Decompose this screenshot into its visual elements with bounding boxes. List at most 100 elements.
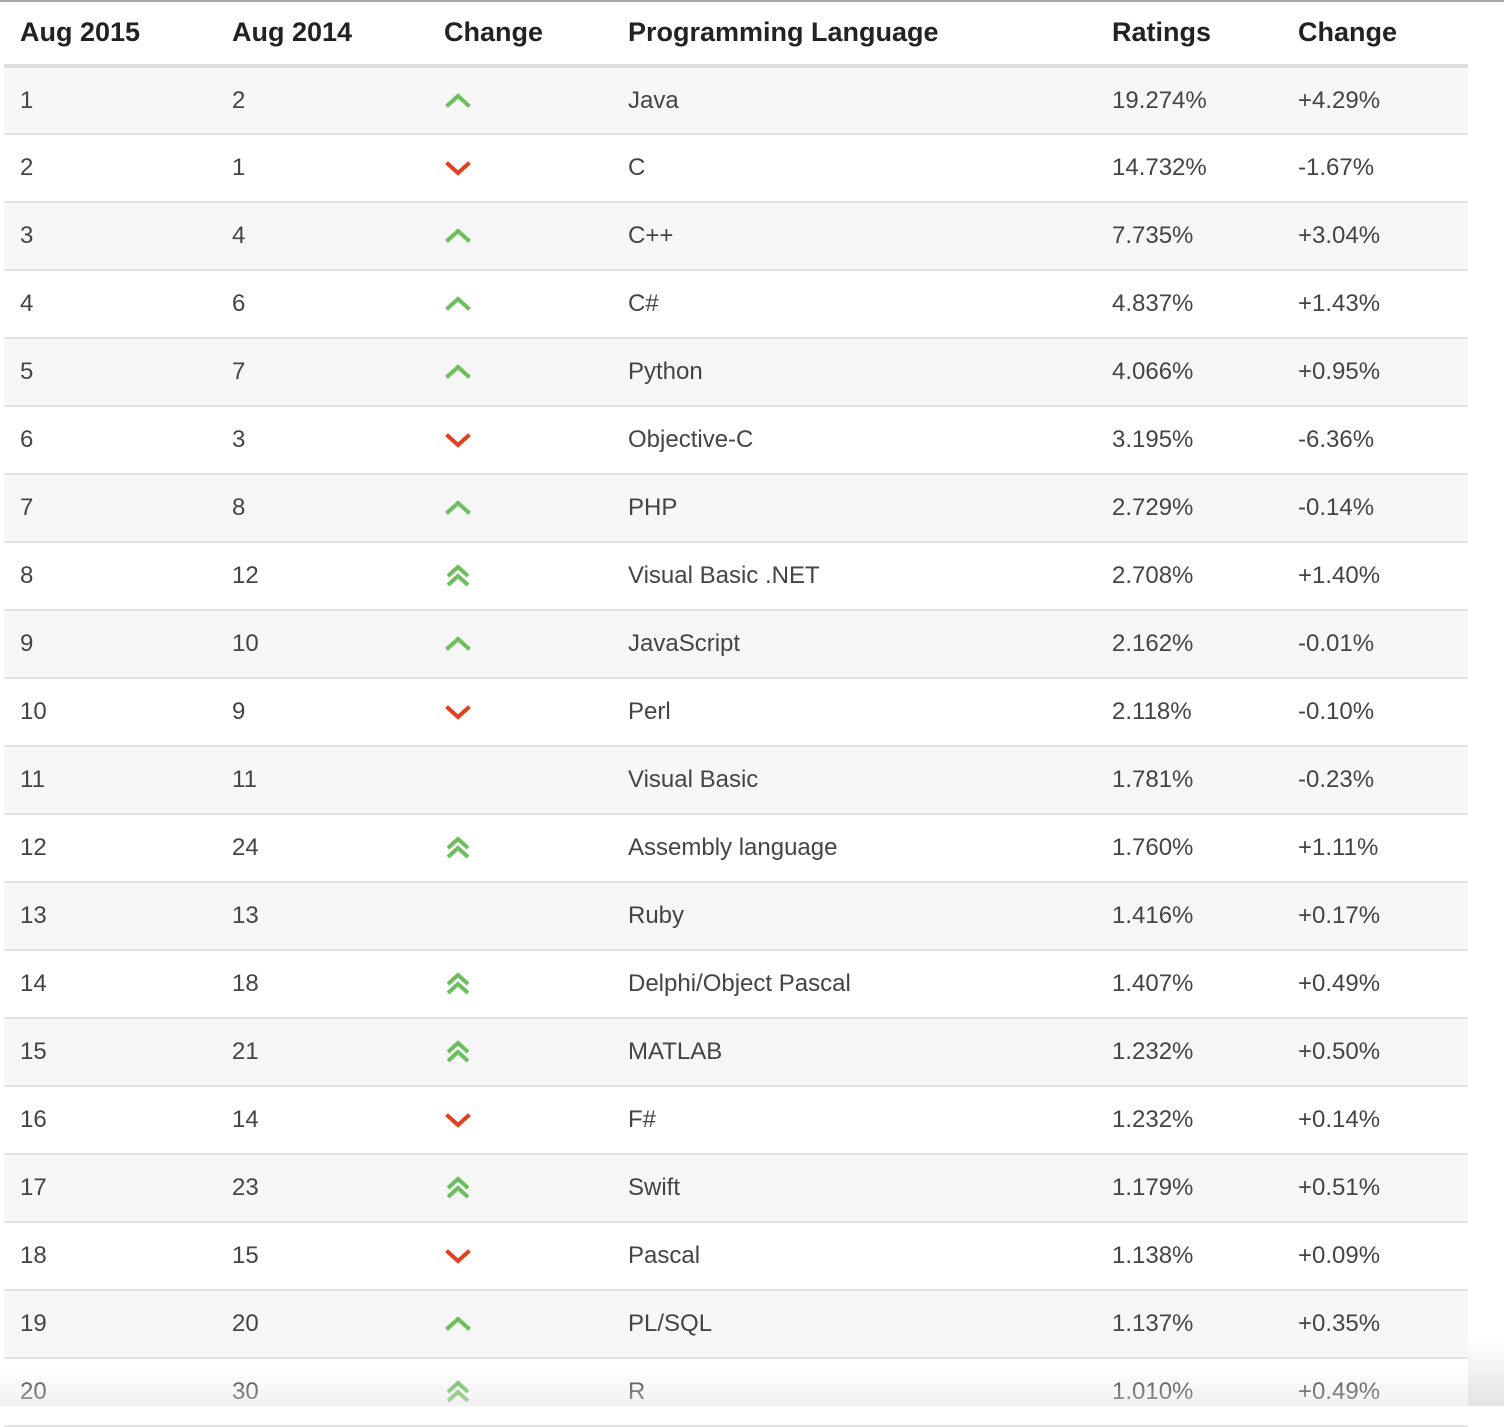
cell-rank-2015: 10 bbox=[4, 678, 216, 747]
cell-language: C bbox=[612, 134, 1096, 203]
cell-change: -0.14% bbox=[1282, 474, 1468, 543]
cell-rank-2015: 12 bbox=[4, 814, 216, 883]
cell-trend bbox=[428, 1290, 612, 1359]
cell-language: F# bbox=[612, 1086, 1096, 1155]
header-change-trend: Change bbox=[428, 0, 612, 68]
double-chevron-up-icon bbox=[444, 970, 472, 998]
cell-change: +1.43% bbox=[1282, 270, 1468, 339]
cell-language: C# bbox=[612, 270, 1096, 339]
cell-rank-2015: 14 bbox=[4, 950, 216, 1019]
table-row: 2 1 C 14.732% -1.67% bbox=[4, 134, 1468, 203]
cell-rank-2015: 9 bbox=[4, 610, 216, 679]
cell-rating: 3.195% bbox=[1096, 406, 1282, 475]
cell-rating: 1.179% bbox=[1096, 1154, 1282, 1223]
cell-rank-2014: 14 bbox=[216, 1086, 428, 1155]
table-row: 11 11 Visual Basic 1.781% -0.23% bbox=[4, 746, 1468, 815]
cell-change: -0.10% bbox=[1282, 678, 1468, 747]
chevron-down-icon bbox=[444, 426, 472, 454]
cell-change: +0.09% bbox=[1282, 1222, 1468, 1291]
cell-rating: 2.729% bbox=[1096, 474, 1282, 543]
cell-rank-2015: 1 bbox=[4, 66, 216, 135]
cell-change: -0.23% bbox=[1282, 746, 1468, 815]
cell-trend bbox=[428, 474, 612, 543]
cell-rating: 4.066% bbox=[1096, 338, 1282, 407]
cell-rating: 4.837% bbox=[1096, 270, 1282, 339]
cell-rating: 1.760% bbox=[1096, 814, 1282, 883]
cell-rank-2014: 20 bbox=[216, 1290, 428, 1359]
cell-language: Delphi/Object Pascal bbox=[612, 950, 1096, 1019]
chevron-up-icon bbox=[444, 87, 472, 115]
cell-rank-2015: 4 bbox=[4, 270, 216, 339]
cell-change: +3.04% bbox=[1282, 202, 1468, 271]
header-programming-language: Programming Language bbox=[612, 0, 1096, 68]
cell-rank-2015: 3 bbox=[4, 202, 216, 271]
cell-change: +0.50% bbox=[1282, 1018, 1468, 1087]
double-chevron-up-icon bbox=[444, 834, 472, 862]
cell-rank-2014: 13 bbox=[216, 882, 428, 951]
cell-rank-2014: 10 bbox=[216, 610, 428, 679]
cell-rank-2015: 20 bbox=[4, 1358, 216, 1427]
cell-trend bbox=[428, 1018, 612, 1087]
cell-rating: 2.708% bbox=[1096, 542, 1282, 611]
double-chevron-up-icon bbox=[444, 1174, 472, 1202]
cell-language: Visual Basic .NET bbox=[612, 542, 1096, 611]
cell-rank-2014: 23 bbox=[216, 1154, 428, 1223]
cell-rank-2014: 4 bbox=[216, 202, 428, 271]
cell-trend bbox=[428, 610, 612, 679]
table-row: 7 8 PHP 2.729% -0.14% bbox=[4, 474, 1468, 543]
cell-rating: 1.781% bbox=[1096, 746, 1282, 815]
header-row: Aug 2015 Aug 2014 Change Programming Lan… bbox=[4, 0, 1468, 68]
cell-rank-2015: 5 bbox=[4, 338, 216, 407]
table-row: 15 21 MATLAB 1.232% +0.50% bbox=[4, 1018, 1468, 1087]
cell-trend bbox=[428, 202, 612, 271]
cell-rank-2014: 2 bbox=[216, 66, 428, 135]
cell-language: C++ bbox=[612, 202, 1096, 271]
cell-language: Visual Basic bbox=[612, 746, 1096, 815]
cell-change: +4.29% bbox=[1282, 66, 1468, 135]
cell-trend bbox=[428, 882, 612, 951]
ranking-table: Aug 2015 Aug 2014 Change Programming Lan… bbox=[4, 0, 1468, 1427]
chevron-down-icon bbox=[444, 1242, 472, 1270]
cell-rating: 1.232% bbox=[1096, 1018, 1282, 1087]
table-row: 19 20 PL/SQL 1.137% +0.35% bbox=[4, 1290, 1468, 1359]
table-row: 8 12 Visual Basic .NET 2.708% +1.40% bbox=[4, 542, 1468, 611]
cell-trend bbox=[428, 338, 612, 407]
cell-rank-2015: 7 bbox=[4, 474, 216, 543]
table-row: 10 9 Perl 2.118% -0.10% bbox=[4, 678, 1468, 747]
header-aug-2015: Aug 2015 bbox=[4, 0, 216, 68]
cell-change: -6.36% bbox=[1282, 406, 1468, 475]
cell-language: Assembly language bbox=[612, 814, 1096, 883]
table-row: 6 3 Objective-C 3.195% -6.36% bbox=[4, 406, 1468, 475]
cell-rank-2015: 13 bbox=[4, 882, 216, 951]
cell-trend bbox=[428, 950, 612, 1019]
cell-rating: 1.137% bbox=[1096, 1290, 1282, 1359]
cell-trend bbox=[428, 1222, 612, 1291]
chevron-down-icon bbox=[444, 1106, 472, 1134]
chevron-up-icon bbox=[444, 358, 472, 386]
cell-change: +0.49% bbox=[1282, 950, 1468, 1019]
header-ratings: Ratings bbox=[1096, 0, 1282, 68]
cell-change: +1.11% bbox=[1282, 814, 1468, 883]
cell-rank-2015: 8 bbox=[4, 542, 216, 611]
cell-language: PL/SQL bbox=[612, 1290, 1096, 1359]
cell-language: MATLAB bbox=[612, 1018, 1096, 1087]
cell-rating: 1.416% bbox=[1096, 882, 1282, 951]
cell-rank-2015: 15 bbox=[4, 1018, 216, 1087]
cell-rank-2014: 6 bbox=[216, 270, 428, 339]
cell-trend bbox=[428, 1086, 612, 1155]
cell-language: Ruby bbox=[612, 882, 1096, 951]
cell-rating: 7.735% bbox=[1096, 202, 1282, 271]
cell-trend bbox=[428, 270, 612, 339]
cell-trend bbox=[428, 678, 612, 747]
cell-change: -1.67% bbox=[1282, 134, 1468, 203]
cell-rank-2014: 18 bbox=[216, 950, 428, 1019]
cell-rating: 1.232% bbox=[1096, 1086, 1282, 1155]
table-row: 1 2 Java 19.274% +4.29% bbox=[4, 66, 1468, 135]
chevron-up-icon bbox=[444, 630, 472, 658]
cell-language: Objective-C bbox=[612, 406, 1096, 475]
cell-trend bbox=[428, 814, 612, 883]
cell-change: +0.95% bbox=[1282, 338, 1468, 407]
cell-language: Pascal bbox=[612, 1222, 1096, 1291]
cell-rank-2014: 12 bbox=[216, 542, 428, 611]
table-row: 18 15 Pascal 1.138% +0.09% bbox=[4, 1222, 1468, 1291]
